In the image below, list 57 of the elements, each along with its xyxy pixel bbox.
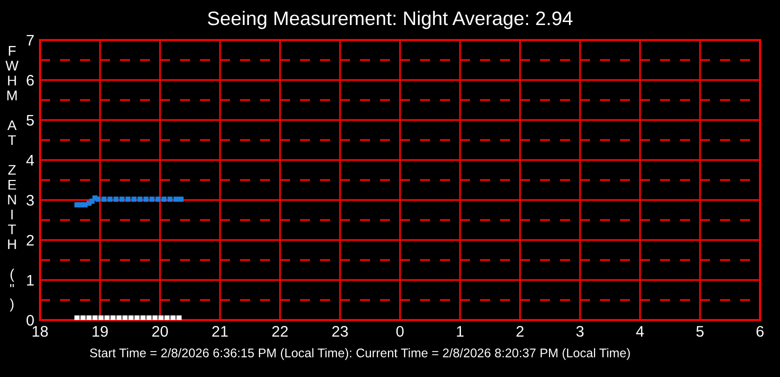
point bbox=[122, 315, 128, 320]
point bbox=[149, 196, 155, 202]
y-tick-label: 5 bbox=[26, 115, 34, 126]
point bbox=[178, 196, 184, 202]
point bbox=[98, 315, 104, 320]
point bbox=[158, 315, 164, 320]
point bbox=[164, 315, 170, 320]
point bbox=[128, 315, 134, 320]
point bbox=[140, 315, 146, 320]
x-tick-label: 22 bbox=[272, 326, 288, 337]
point bbox=[101, 196, 107, 202]
y-tick-label: 4 bbox=[26, 155, 34, 166]
point bbox=[107, 196, 113, 202]
y-tick-label: 3 bbox=[26, 194, 34, 206]
x-tick-label: 1 bbox=[456, 326, 464, 337]
point bbox=[74, 315, 80, 320]
point bbox=[146, 315, 152, 320]
point bbox=[161, 196, 167, 202]
point bbox=[110, 315, 116, 320]
x-tick-label: 21 bbox=[212, 326, 228, 337]
x-tick-label: 5 bbox=[696, 326, 704, 337]
point bbox=[143, 196, 149, 202]
y-tick-label: 2 bbox=[26, 234, 34, 246]
text: FWHM AT ZENITH (") bbox=[6, 46, 19, 312]
y-tick-label: 0 bbox=[26, 314, 34, 326]
point bbox=[170, 315, 176, 320]
y-tick-label: 1 bbox=[27, 275, 34, 286]
point bbox=[104, 315, 110, 320]
x-tick-label: 20 bbox=[152, 326, 168, 337]
point bbox=[152, 315, 158, 320]
y-tick-label: 6 bbox=[26, 74, 34, 86]
point bbox=[86, 315, 92, 320]
point bbox=[134, 315, 140, 320]
x-tick-label: 23 bbox=[332, 326, 348, 337]
x-tick-label: 4 bbox=[636, 326, 644, 337]
chart-title: Seeing Measurement: Night Average: 2.94 bbox=[208, 10, 572, 30]
point bbox=[80, 315, 86, 320]
point bbox=[155, 196, 161, 202]
point bbox=[125, 196, 131, 202]
x-tick-label: 3 bbox=[576, 326, 584, 337]
x-tick-label: 0 bbox=[396, 326, 404, 337]
x-tick-label: 18 bbox=[32, 326, 48, 337]
point bbox=[119, 196, 125, 202]
point bbox=[137, 196, 143, 202]
point bbox=[176, 315, 182, 320]
point bbox=[95, 196, 101, 202]
text: Start Time = 2/8/2026 6:36:15 PM (Local Time): Current Time = 2/8/2026 8:20:37 PM (Local Time) bbox=[90, 348, 630, 360]
x-tick-label: 2 bbox=[516, 326, 524, 337]
y-tick-label: 7 bbox=[26, 35, 34, 46]
point bbox=[92, 315, 98, 320]
point bbox=[116, 315, 122, 320]
point bbox=[113, 196, 119, 202]
x-tick-label: 6 bbox=[756, 326, 764, 337]
x-tick-label: 19 bbox=[92, 326, 108, 337]
point bbox=[167, 196, 173, 202]
point bbox=[131, 196, 137, 202]
point bbox=[173, 196, 179, 202]
